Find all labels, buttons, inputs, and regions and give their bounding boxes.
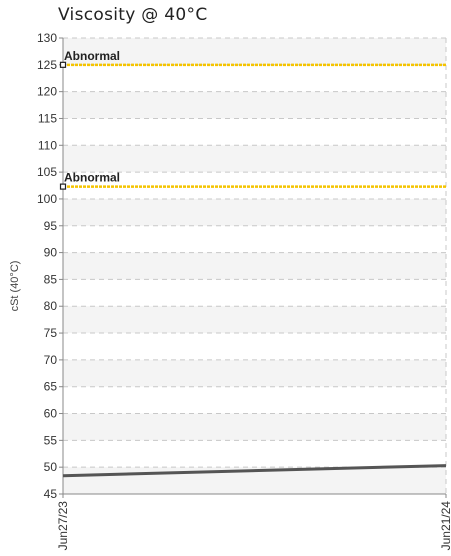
background-band (63, 413, 446, 441)
chart-title: Viscosity @ 40°C (58, 5, 208, 25)
y-tick-labels: 45 50 55 60 65 70 75 80 85 90 95 100 105 110 115 120 125… (37, 31, 57, 501)
y-tick-label: 65 (44, 380, 58, 394)
background-band (63, 145, 446, 173)
background-band (63, 198, 446, 226)
background-band (63, 252, 446, 280)
y-tick-label: 110 (38, 138, 57, 152)
threshold-label: Abnormal (64, 49, 120, 63)
y-tick-label: 60 (44, 407, 58, 421)
x-tick-labels: Jun27/23 Jun21/24 (56, 501, 451, 551)
y-tick-label: 75 (44, 326, 58, 340)
horizontal-gridlines (63, 37, 446, 468)
y-tick-label: 55 (44, 433, 58, 447)
y-tick-label: 125 (37, 58, 57, 72)
threshold-label: Abnormal (64, 171, 120, 185)
y-tick-label: 85 (44, 272, 58, 286)
y-tick-label: 80 (44, 299, 58, 313)
y-tick-label: 45 (44, 487, 58, 501)
background-band (63, 91, 446, 119)
y-tick-label: 120 (37, 85, 57, 99)
background-band (63, 359, 446, 387)
background-bands (63, 38, 446, 494)
threshold-marker (59, 183, 67, 190)
y-tick-label: 115 (38, 111, 57, 125)
y-tick-label: 90 (44, 246, 58, 260)
x-tick-label: Jun21/24 (439, 501, 451, 551)
threshold-marker (59, 61, 67, 68)
y-axis-label: cSt (40°C) (9, 261, 21, 312)
series-line (62, 464, 447, 478)
x-tick-label: Jun27/23 (56, 501, 70, 551)
threshold-lines: Abnormal Abnormal (59, 49, 446, 190)
data-series (62, 464, 447, 478)
y-tick-label: 105 (37, 165, 57, 179)
axes (59, 37, 447, 498)
y-tick-label: 50 (44, 460, 58, 474)
background-band (63, 38, 446, 65)
y-tick-label: 100 (37, 192, 57, 206)
y-tick-label: 70 (44, 353, 58, 367)
y-tick-label: 95 (44, 219, 58, 233)
background-band (63, 306, 446, 334)
y-tick-label: 130 (37, 31, 57, 45)
